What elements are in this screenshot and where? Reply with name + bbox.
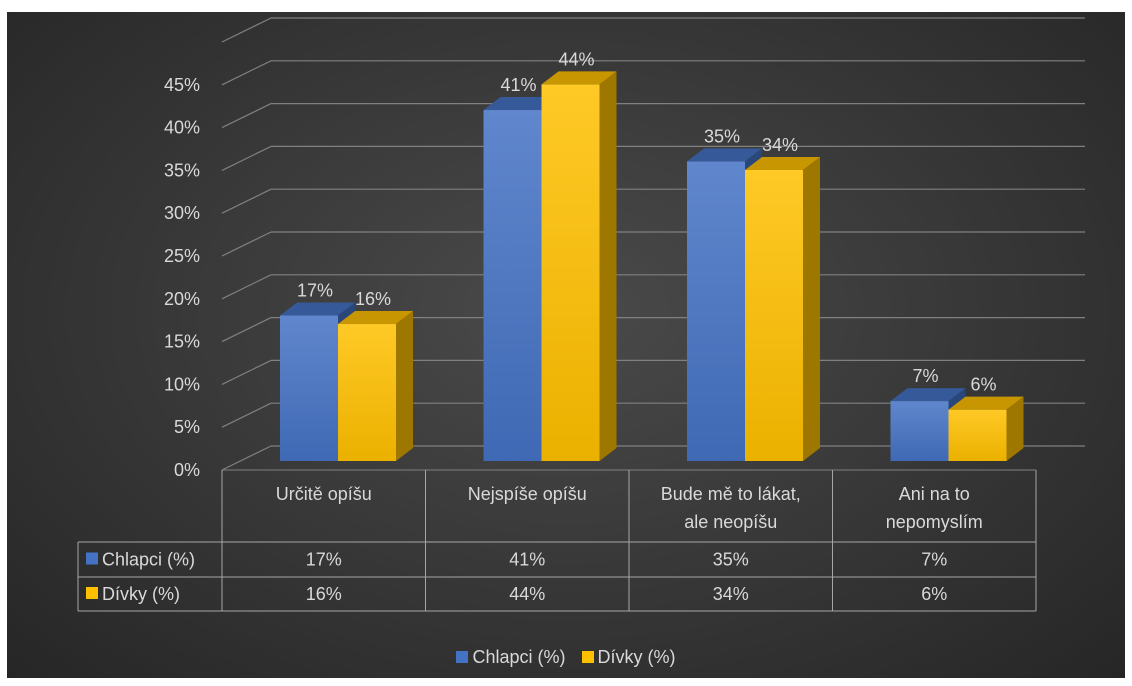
data-label: 16%	[355, 289, 391, 309]
table-cell-value: 6%	[921, 584, 947, 604]
data-label: 34%	[762, 135, 798, 155]
table-cell-value: 44%	[509, 584, 545, 604]
bar-front	[745, 169, 803, 461]
data-label: 41%	[500, 75, 536, 95]
bar-front	[687, 161, 745, 461]
legend-swatch-divky	[581, 651, 594, 663]
gridline-side	[221, 60, 272, 86]
bar-front	[890, 401, 949, 461]
bar-side	[599, 71, 617, 462]
category-label: Bude mě to lákat,	[661, 484, 801, 504]
table-cell-value: 34%	[713, 584, 749, 604]
bar-top	[890, 388, 966, 402]
row-header-label: Dívky (%)	[102, 584, 180, 604]
category-label: ale neopíšu	[684, 512, 777, 532]
table-cell-value: 7%	[921, 550, 947, 570]
category-label: Nejspíše opíšu	[468, 484, 587, 504]
bar-front	[280, 315, 338, 461]
gridline-side	[221, 145, 272, 171]
data-label: 7%	[912, 366, 938, 386]
legend-item-chlapci: Chlapci (%)	[456, 646, 566, 668]
gridline-side	[221, 445, 272, 471]
legend: Chlapci (%) Dívky (%)	[0, 644, 1132, 670]
row-swatch	[86, 587, 98, 599]
category-label: Ani na to	[899, 484, 970, 504]
bar-side	[803, 156, 820, 461]
y-tick-label: 25%	[164, 246, 200, 266]
gridline-side	[221, 17, 272, 43]
y-tick-label: 30%	[164, 203, 200, 223]
gridline-side	[221, 103, 272, 129]
table-cell-value: 16%	[306, 584, 342, 604]
data-label: 17%	[297, 280, 333, 300]
y-tick-label: 45%	[164, 75, 200, 95]
y-tick-label: 10%	[164, 374, 200, 394]
bar-top	[948, 396, 1024, 410]
table-cell-value: 41%	[509, 550, 545, 570]
y-tick-label: 5%	[174, 417, 200, 437]
gridline-side	[221, 317, 272, 343]
row-swatch	[86, 552, 98, 565]
bar-top	[483, 97, 559, 111]
legend-label-chlapci: Chlapci (%)	[472, 646, 566, 667]
y-tick-label: 20%	[164, 289, 200, 309]
legend-label-divky: Dívky (%)	[597, 646, 676, 667]
bar-top	[541, 71, 617, 85]
legend-item-divky: Dívky (%)	[581, 646, 676, 668]
bar-top	[687, 148, 762, 162]
gridline-side	[221, 231, 272, 257]
data-label: 35%	[704, 126, 740, 146]
category-label: nepomyslím	[886, 512, 983, 532]
bar-front	[948, 409, 1007, 461]
bar-front	[338, 324, 396, 461]
table-cell-value: 35%	[713, 550, 749, 570]
bar-front	[541, 84, 600, 462]
row-header-label: Chlapci (%)	[102, 550, 195, 570]
bar-top	[338, 311, 413, 325]
category-label: Určitě opíšu	[276, 484, 372, 504]
legend-swatch-chlapci	[456, 651, 469, 663]
y-tick-label: 40%	[164, 118, 200, 138]
bar-front	[483, 110, 542, 461]
bar-top	[280, 302, 355, 316]
gridline-side	[221, 359, 272, 385]
gridline-side	[221, 274, 272, 300]
y-tick-label: 35%	[164, 160, 200, 180]
bar-top	[745, 156, 820, 170]
bar-side	[1006, 396, 1024, 461]
data-label: 44%	[558, 49, 594, 69]
gridline-side	[221, 188, 272, 214]
data-label: 6%	[970, 375, 996, 395]
y-tick-label: 15%	[164, 332, 200, 352]
table-cell-value: 17%	[306, 550, 342, 570]
y-tick-label: 0%	[174, 460, 200, 480]
bar-side	[396, 311, 413, 461]
gridline-side	[221, 402, 272, 428]
